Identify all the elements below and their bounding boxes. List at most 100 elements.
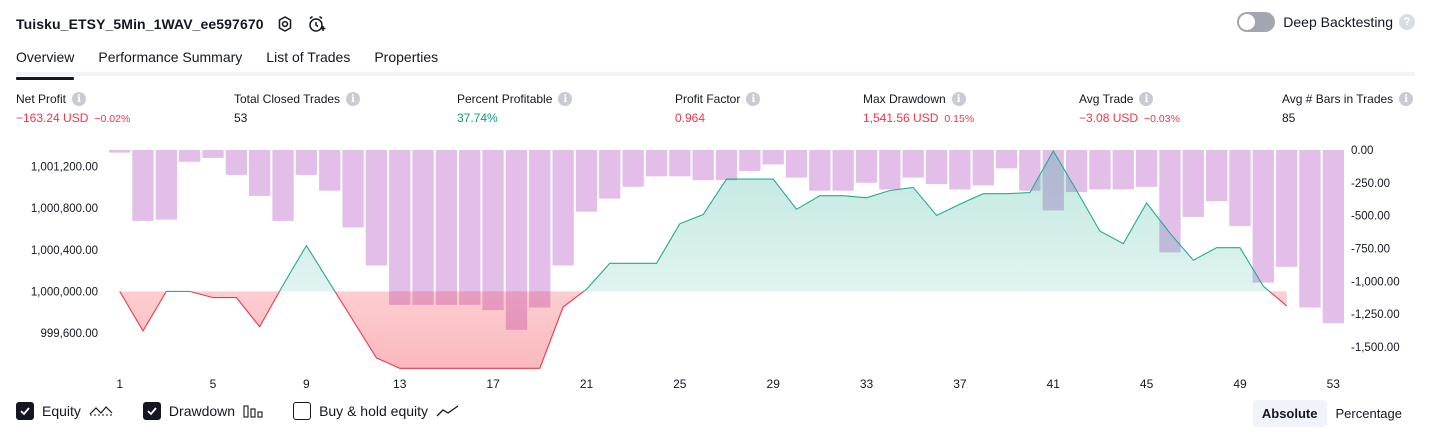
metric-net-profit: Net Profit i −163.24 USD −0.02% bbox=[16, 92, 130, 125]
mode-switch: Absolute Percentage bbox=[1252, 400, 1411, 427]
drawdown-bar bbox=[832, 150, 854, 191]
drawdown-bar bbox=[412, 150, 434, 305]
metric-label: Percent Profitable bbox=[457, 92, 553, 106]
drawdown-checkbox[interactable] bbox=[142, 402, 161, 420]
legend-label: Drawdown bbox=[168, 403, 236, 419]
drawdown-bar bbox=[1299, 150, 1321, 308]
drawdown-bar bbox=[692, 150, 714, 181]
drawdown-bar bbox=[459, 150, 481, 305]
drawdown-bar bbox=[855, 150, 878, 183]
strategy-title: Tuisku_ETSY_5Min_1WAV_ee597670 bbox=[16, 16, 264, 32]
x-axis-tick-label: 45 bbox=[1140, 377, 1154, 390]
drawdown-bar bbox=[389, 150, 411, 305]
info-icon[interactable]: i bbox=[346, 92, 361, 106]
drawdown-bars-icon bbox=[243, 404, 263, 418]
left-axis-tick-label: 999,600.00 bbox=[40, 328, 98, 340]
metric-value: −3.08 USD bbox=[1079, 111, 1139, 125]
drawdown-bar bbox=[179, 150, 201, 162]
drawdown-bar bbox=[1206, 150, 1228, 202]
tab-list-of-trades[interactable]: List of Trades bbox=[266, 49, 351, 65]
x-axis-tick-label: 25 bbox=[673, 377, 687, 390]
drawdown-bar bbox=[1182, 150, 1204, 217]
equity-checkbox[interactable] bbox=[16, 402, 34, 420]
info-icon[interactable]: i bbox=[72, 92, 87, 106]
tab-performance-summary[interactable]: Performance Summary bbox=[98, 49, 243, 65]
drawdown-bar bbox=[249, 150, 271, 196]
info-icon[interactable]: i bbox=[558, 92, 573, 106]
drawdown-bar bbox=[505, 150, 528, 330]
drawdown-bar bbox=[762, 150, 784, 165]
metric-label: Max Drawdown bbox=[863, 92, 946, 106]
info-icon[interactable]: i bbox=[1139, 92, 1154, 106]
buy-hold-checkbox[interactable] bbox=[293, 402, 312, 420]
drawdown-bar bbox=[435, 150, 458, 305]
drawdown-bar bbox=[1089, 150, 1111, 190]
equity-drawdown-chart[interactable]: 1,001,200.00 1,000,800.00 1,000,400.00 1,00… bbox=[0, 140, 1431, 390]
settings-icon[interactable] bbox=[274, 13, 296, 35]
legend-label: Equity bbox=[42, 403, 81, 419]
deep-backtesting: Deep Backtesting ? bbox=[1237, 12, 1415, 32]
x-axis-tick-label: 29 bbox=[767, 377, 781, 390]
drawdown-bar bbox=[785, 150, 808, 178]
toggle-knob bbox=[1239, 14, 1256, 30]
x-axis-tick-label: 37 bbox=[953, 377, 967, 390]
info-icon[interactable]: i bbox=[951, 92, 966, 106]
drawdown-bar bbox=[132, 150, 154, 221]
drawdown-bar bbox=[622, 150, 644, 187]
metric-profit-factor: Profit Factor i 0.964 bbox=[675, 92, 761, 125]
right-axis-tick-label: -250.00 bbox=[1351, 178, 1390, 190]
percentage-button[interactable]: Percentage bbox=[1335, 406, 1403, 421]
help-icon[interactable]: ? bbox=[1399, 14, 1415, 30]
right-axis-tick-label: 0.00 bbox=[1351, 145, 1373, 157]
drawdown-bar bbox=[319, 150, 341, 191]
drawdown-bar bbox=[669, 150, 691, 177]
metric-value: 1,541.56 USD bbox=[863, 111, 939, 125]
drawdown-bar bbox=[599, 150, 621, 199]
metrics-row: Net Profit i −163.24 USD −0.02% Total Clos… bbox=[16, 92, 1416, 132]
drawdown-bar bbox=[1322, 150, 1344, 324]
metric-avg-bars: Avg # Bars in Trades i 85 bbox=[1282, 92, 1414, 125]
x-axis-tick-label: 53 bbox=[1327, 377, 1341, 390]
legend-buy-hold[interactable]: Buy & hold equity bbox=[293, 402, 460, 420]
metric-value: 37.74% bbox=[457, 111, 498, 125]
metric-label: Avg Trade bbox=[1079, 92, 1134, 106]
left-axis-tick-label: 1,000,000.00 bbox=[31, 286, 98, 298]
legend-label: Buy & hold equity bbox=[319, 403, 429, 419]
drawdown-bar bbox=[715, 150, 738, 181]
metric-subvalue: −0.02% bbox=[94, 113, 131, 125]
drawdown-bar bbox=[1252, 150, 1274, 283]
metric-value: −163.24 USD bbox=[16, 111, 89, 125]
deep-backtesting-toggle[interactable] bbox=[1237, 12, 1276, 32]
info-icon[interactable]: i bbox=[1399, 92, 1414, 106]
drawdown-bar bbox=[202, 150, 224, 158]
drawdown-bar bbox=[645, 150, 668, 177]
drawdown-bar bbox=[809, 150, 831, 191]
x-axis-tick-label: 1 bbox=[116, 377, 123, 390]
metric-label: Total Closed Trades bbox=[234, 92, 341, 106]
drawdown-bar bbox=[1112, 150, 1134, 190]
x-axis-tick-label: 41 bbox=[1047, 377, 1061, 390]
legend-equity[interactable]: Equity bbox=[16, 402, 113, 420]
drawdown-bar bbox=[739, 150, 761, 171]
metric-label: Net Profit bbox=[16, 92, 67, 106]
metric-subvalue: −0.03% bbox=[1144, 113, 1180, 125]
tab-overview[interactable]: Overview bbox=[16, 44, 75, 80]
right-axis-tick-label: -750.00 bbox=[1351, 243, 1390, 255]
metric-total-closed-trades: Total Closed Trades i 53 bbox=[234, 92, 361, 125]
metric-value: 0.964 bbox=[675, 111, 706, 125]
x-axis-tick-label: 49 bbox=[1233, 377, 1247, 390]
metric-max-drawdown: Max Drawdown i 1,541.56 USD 0.15% bbox=[863, 92, 974, 125]
left-axis-tick-label: 1,000,400.00 bbox=[31, 245, 98, 257]
add-alert-icon[interactable] bbox=[306, 13, 328, 35]
deep-backtesting-label: Deep Backtesting bbox=[1283, 14, 1393, 30]
info-icon[interactable]: i bbox=[746, 92, 761, 106]
legend-drawdown[interactable]: Drawdown bbox=[142, 402, 263, 420]
x-axis-tick-label: 21 bbox=[580, 377, 594, 390]
absolute-button[interactable]: Absolute bbox=[1252, 400, 1327, 427]
tab-properties[interactable]: Properties bbox=[374, 49, 439, 65]
drawdown-bar bbox=[342, 150, 364, 228]
drawdown-bar bbox=[529, 150, 551, 308]
drawdown-bar bbox=[482, 150, 504, 311]
drawdown-bar bbox=[295, 150, 317, 175]
equity-area-positive bbox=[119, 151, 1287, 292]
